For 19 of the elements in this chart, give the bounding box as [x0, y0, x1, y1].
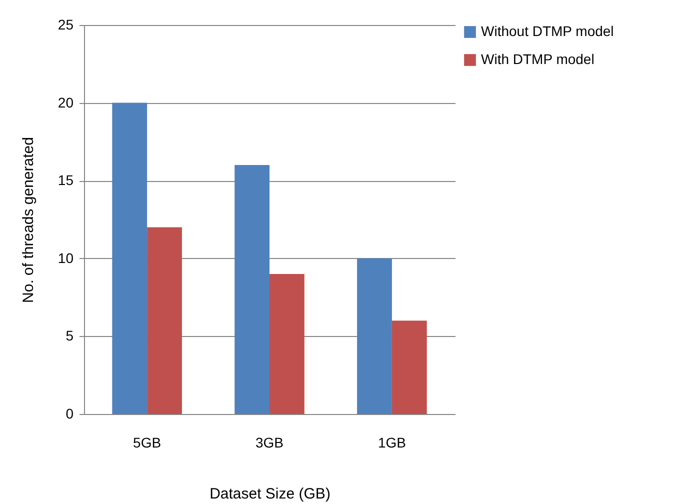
- y-tick-label: 15: [58, 172, 74, 188]
- bar: [270, 274, 304, 414]
- y-tick-label: 10: [58, 250, 74, 266]
- bar: [147, 227, 182, 414]
- x-tick-label: 1GB: [378, 434, 406, 450]
- x-tick-label: 3GB: [255, 434, 284, 450]
- bar: [357, 258, 392, 414]
- legend-label: Without DTMP model: [481, 23, 614, 39]
- y-axis-title: No. of threads generated: [20, 137, 37, 303]
- y-tick-label: 0: [66, 406, 74, 422]
- bar: [392, 320, 427, 414]
- bar: [112, 102, 148, 414]
- y-tick-label: 5: [66, 328, 74, 344]
- bar: [234, 165, 270, 414]
- y-tick-label: 25: [58, 16, 74, 32]
- x-axis-title: Dataset Size (GB): [210, 486, 330, 502]
- legend-label: With DTMP model: [481, 51, 594, 67]
- y-tick-label: 20: [58, 94, 74, 110]
- x-tick-label: 5GB: [133, 434, 162, 450]
